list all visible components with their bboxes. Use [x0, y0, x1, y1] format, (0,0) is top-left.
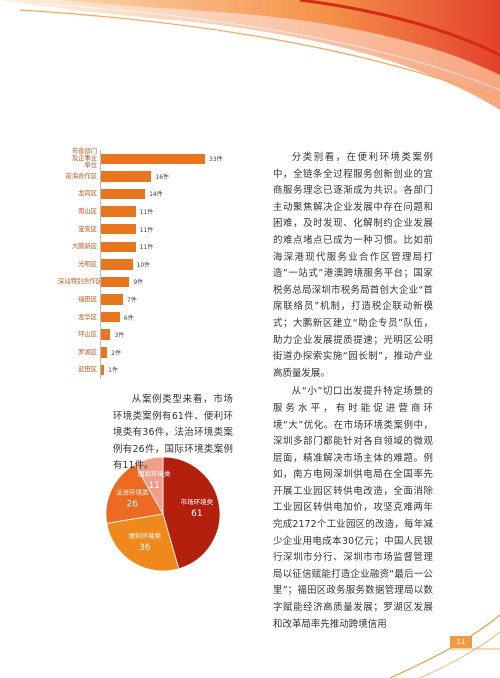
bar-row: 福田区 7件 [58, 290, 238, 309]
value-label: 1件 [108, 367, 118, 375]
bar-row: 龙岗区 14件 [58, 185, 238, 203]
bar [101, 311, 120, 323]
bar-track: 7件 [100, 290, 137, 309]
value-label: 10件 [136, 261, 151, 269]
category-label: 坪山区 [78, 331, 97, 339]
paragraph: 分类别看，在便利环境类案例中，全链条全过程服务创新创业的宜商服务理念已逐渐成为共… [273, 152, 433, 379]
value-label: 3件 [114, 332, 125, 340]
slice-value: 26 [126, 499, 138, 509]
pie-slice [105, 463, 164, 524]
bar-track: 2件 [100, 343, 122, 362]
category-label: 宝安区 [78, 225, 97, 233]
category-label: 大鹏新区 [71, 243, 97, 251]
bar-track: 16件 [100, 167, 170, 186]
slice-value: 61 [191, 509, 202, 519]
bar-track: 14件 [100, 185, 163, 203]
value-label: 33件 [209, 156, 223, 164]
category-label: 福田区 [78, 296, 97, 304]
category-label: 龙岗区 [78, 190, 97, 198]
bar [101, 206, 136, 217]
value-label: 9件 [133, 279, 144, 287]
category-label: 前海合作区 [65, 172, 97, 180]
pie-slice [134, 456, 164, 516]
slice-value: 11 [149, 481, 160, 491]
bar-row: 前海合作区 16件 [58, 167, 238, 186]
value-label: 6件 [123, 314, 134, 322]
category-label: 龙华区 [78, 313, 97, 321]
bar-track: 11件 [100, 220, 153, 238]
page-number: 11 [450, 636, 472, 648]
category-label: 深汕特别合作区 [58, 278, 103, 286]
bar [101, 347, 108, 358]
bar-track: 33件 [100, 150, 223, 168]
bar-track: 11件 [100, 237, 154, 256]
category-label: 市直部门及企事业单位 [71, 148, 97, 170]
bar-row: 坪山区 3件 [58, 325, 238, 344]
bar-row: 光明区 10件 [58, 255, 238, 274]
bar [101, 241, 136, 253]
bar [101, 223, 136, 235]
bar-track: 11件 [100, 202, 154, 221]
category-label: 南山区 [78, 208, 97, 216]
bar-track: 1件 [100, 361, 118, 379]
slice-value: 36 [139, 543, 151, 553]
bar-row: 罗湖区 2件 [58, 343, 238, 362]
body-text: 分类别看，在便利环境类案例中，全链条全过程服务创新创业的宜商服务理念已逐渐成为共… [273, 150, 433, 633]
pie-caption: 从案例类型来看，市场环境类案例有61件、便利环境类有36件，法治环境类案例有26… [113, 392, 233, 475]
value-label: 7件 [127, 297, 137, 305]
value-label: 11件 [139, 226, 154, 234]
bar-track: 9件 [100, 273, 143, 291]
bar [101, 188, 146, 200]
value-label: 16件 [155, 173, 170, 181]
slice-label: 便利环境类 [129, 531, 162, 540]
category-label: 盐田区 [78, 366, 97, 374]
category-label: 光明区 [78, 260, 97, 268]
bar [101, 294, 124, 305]
caption-text: 从案例类型来看，市场环境类案例有61件、便利环境类有36件，法治环境类案例有26… [113, 394, 233, 472]
slice-label: 国际环境类 [138, 469, 171, 478]
pie-slice [106, 513, 180, 572]
bar [101, 259, 133, 270]
bar-row: 大鹏新区 11件 [58, 237, 238, 256]
value-label: 11件 [139, 209, 154, 217]
value-label: 11件 [139, 244, 154, 252]
bar [101, 329, 111, 340]
value-label: 14件 [149, 191, 163, 199]
bar-track: 10件 [100, 255, 151, 274]
pie-slice [162, 456, 221, 570]
bar-row: 龙华区 6件 [58, 308, 238, 326]
slice-label: 法治环境类 [116, 487, 149, 496]
bar-chart: 市直部门及企事业单位 33件 前海合作区 16件 龙岗区 14件 南山区 11件 宝安区 11件大… [58, 148, 238, 379]
bar [101, 171, 152, 182]
bar-track: 6件 [100, 308, 134, 326]
bar-row: 南山区 11件 [58, 202, 238, 221]
bar-row: 盐田区 1件 [58, 361, 238, 379]
bar-row: 深汕特别合作区 9件 [58, 273, 238, 291]
bar-row: 宝安区 11件 [58, 220, 238, 238]
bar-row: 市直部门及企事业单位 33件 [58, 148, 238, 170]
paragraph: 从“小”切口出发提升特定场景的服务水平，有时能促进营商环境“大”优化。在市场环境… [273, 386, 433, 630]
bar-track: 3件 [100, 325, 125, 344]
slice-label: 市场环境类 [181, 497, 214, 506]
bar [101, 364, 105, 376]
category-label: 罗湖区 [78, 348, 97, 356]
value-label: 2件 [111, 349, 122, 357]
bar [101, 153, 205, 165]
bar [101, 276, 130, 288]
